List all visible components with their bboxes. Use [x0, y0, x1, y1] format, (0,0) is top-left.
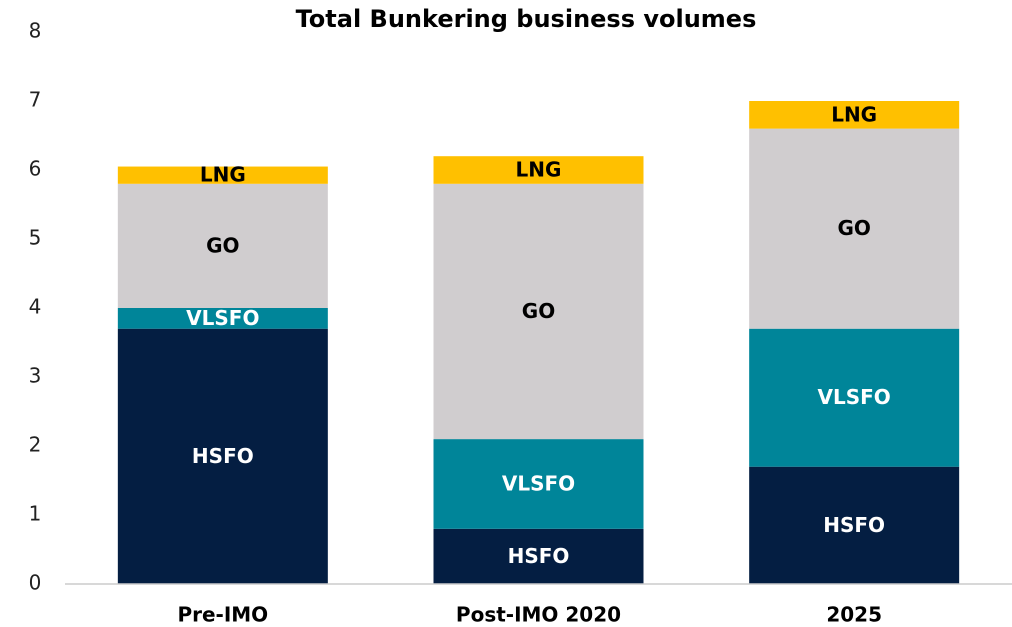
segment-label: VLSFO	[502, 471, 575, 495]
segment-label: VLSFO	[818, 385, 891, 409]
x-tick-label: Pre-IMO	[177, 603, 268, 627]
bar-segment	[117, 183, 328, 308]
bar-segment	[749, 128, 960, 329]
segment-label: GO	[522, 299, 555, 323]
bar-segment	[117, 166, 328, 184]
bar-segment	[749, 466, 960, 584]
y-tick-label: 2	[29, 433, 42, 457]
y-tick-label: 1	[29, 502, 42, 526]
segment-label: HSFO	[192, 444, 254, 468]
segment-label: LNG	[200, 163, 246, 187]
y-tick-label: 5	[29, 226, 42, 250]
y-tick-label: 7	[29, 88, 42, 112]
x-tick-label: 2025	[826, 603, 882, 627]
bar-segment	[117, 328, 328, 584]
bar-segment	[433, 528, 644, 584]
bar-segment	[433, 183, 644, 440]
chart-title: Total Bunkering business volumes	[296, 5, 757, 33]
segment-label: HSFO	[508, 544, 570, 568]
segment-label: HSFO	[823, 513, 885, 537]
bar-segment	[117, 308, 328, 329]
bar-segment	[433, 156, 644, 184]
y-tick-label: 0	[29, 571, 42, 595]
bar-segment	[433, 439, 644, 529]
y-tick-label: 3	[29, 364, 42, 388]
segment-label: VLSFO	[186, 306, 259, 330]
segment-label: GO	[206, 233, 239, 257]
segment-label: GO	[837, 216, 870, 240]
x-tick-label: Post-IMO 2020	[456, 603, 621, 627]
segment-label: LNG	[831, 102, 877, 126]
bar-segment	[749, 101, 960, 129]
y-tick-label: 4	[29, 295, 42, 319]
y-tick-label: 6	[29, 157, 42, 181]
y-tick-label: 8	[29, 19, 42, 43]
bar-segment	[749, 328, 960, 467]
segment-label: LNG	[516, 158, 562, 182]
